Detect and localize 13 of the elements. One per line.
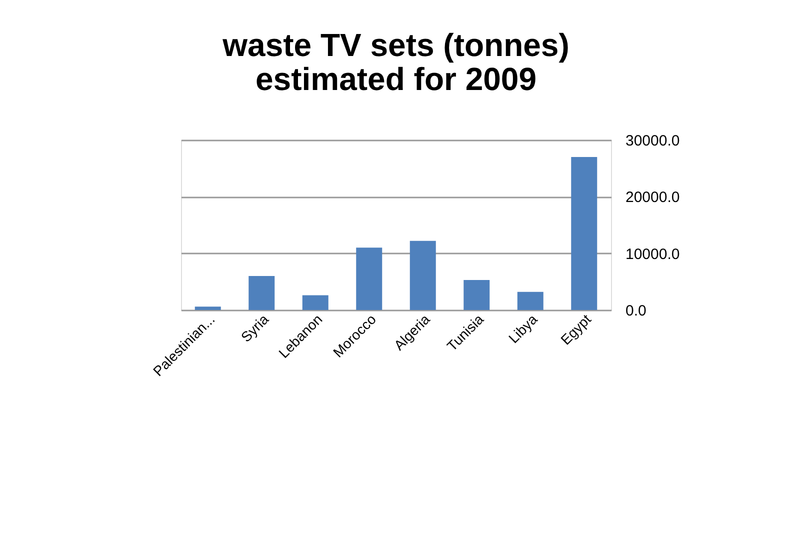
bar <box>464 280 490 310</box>
y-tick-label: 10000.0 <box>626 246 680 263</box>
bar <box>302 295 328 310</box>
bar <box>517 292 544 310</box>
y-tick-label: 20000.0 <box>626 189 680 206</box>
text: waste TV sets (tonnes) <box>222 27 570 63</box>
bar <box>194 306 221 310</box>
y-tick-label: 0.0 <box>626 302 646 320</box>
bar <box>356 248 382 310</box>
y-tick-label: 30000.0 <box>626 132 680 150</box>
bar <box>410 240 436 310</box>
bar <box>571 157 598 310</box>
bar <box>248 276 275 310</box>
